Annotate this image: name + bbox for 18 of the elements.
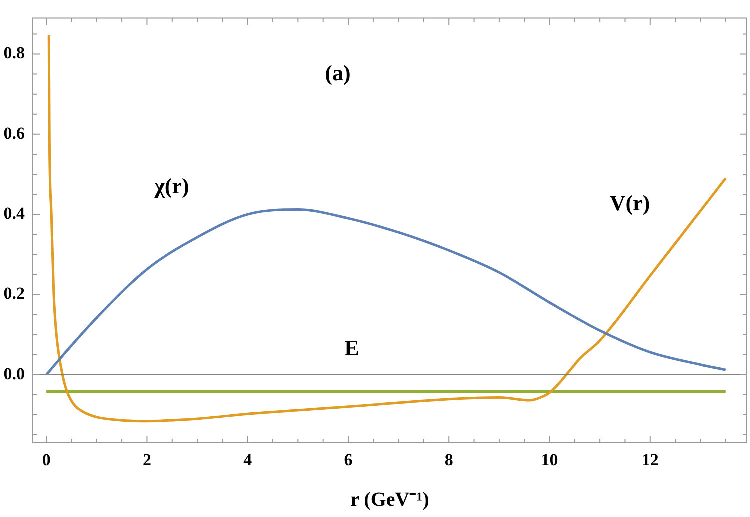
x-tick-label: 6 [344,450,353,470]
y-tick-label: 0.4 [4,204,26,223]
series-label: χ(r) [154,174,190,199]
y-tick-label: 0.2 [4,284,25,304]
x-tick-label: 2 [142,450,152,470]
x-tick-label: 4 [244,450,253,470]
series-label: E [344,336,360,361]
x-tick-label: 10 [541,450,558,470]
y-tick-label: 0.6 [4,124,25,143]
line-series [48,34,728,423]
x-axis-title: r (GeV⁻¹) [350,489,430,512]
series-label: V(r) [610,190,650,216]
y-tick-label: 0.8 [4,44,25,63]
x-tick-label: 12 [642,450,659,470]
annotation: (a) [325,60,351,86]
y-tick-label: 0.0 [4,364,25,384]
x-tick-label: 8 [444,450,454,470]
x-tick-label: 0 [42,450,51,470]
